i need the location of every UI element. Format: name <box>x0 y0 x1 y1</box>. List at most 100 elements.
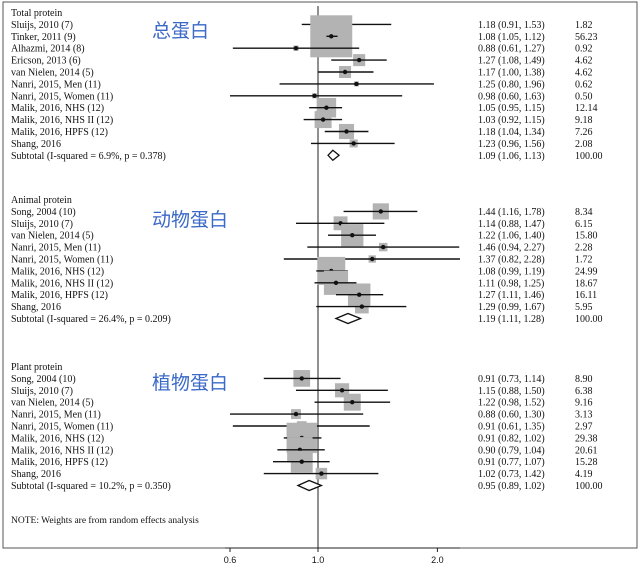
point-estimate <box>344 129 349 134</box>
study-label: Malik, 2016, NHS II (12) <box>11 278 113 289</box>
weight-value: 15.80 <box>575 231 598 242</box>
weight-value: 4.62 <box>575 68 593 79</box>
weight-value: 18.67 <box>575 278 598 289</box>
weight-value: 1.82 <box>575 20 593 31</box>
study-label: Malik, 2016, NHS II (12) <box>11 445 113 456</box>
weight-value: 20.61 <box>575 445 598 456</box>
study-label: Alhazmi, 2014 (8) <box>11 44 85 55</box>
point-estimate <box>378 209 384 214</box>
weight-value: 3.13 <box>575 410 593 421</box>
point-estimate <box>380 244 386 250</box>
subtotal-ci-value: 1.09 (1.06, 1.13) <box>478 151 545 162</box>
weight-value: 2.28 <box>575 243 593 254</box>
ci-value: 1.03 (0.92, 1.15) <box>478 115 545 126</box>
ci-value: 1.18 (1.04, 1.34) <box>478 127 545 138</box>
study-label: Sluijs, 2010 (7) <box>11 219 73 230</box>
study-label: Tinker, 2011 (9) <box>11 32 76 43</box>
subtotal-label: Subtotal (I-squared = 10.2%, p = 0.350) <box>11 481 171 492</box>
ci-value: 1.37 (0.82, 2.28) <box>478 255 545 266</box>
ci-value: 1.27 (1.11, 1.46) <box>478 290 544 301</box>
subtotal-ci-value: 1.19 (1.11, 1.28) <box>478 314 544 325</box>
ci-value: 1.18 (0.91, 1.53) <box>478 20 545 31</box>
ci-value: 1.17 (1.00, 1.38) <box>478 68 545 79</box>
study-label: Sluijs, 2010 (7) <box>11 386 73 397</box>
group-heading: Plant protein <box>11 362 62 373</box>
study-label: Malik, 2016, NHS (12) <box>11 266 104 277</box>
study-label: Sluijs, 2010 (7) <box>11 20 73 31</box>
point-estimate <box>370 256 375 262</box>
study-label: Malik, 2016, HPFS (12) <box>11 290 108 301</box>
study-label: Shang, 2016 <box>11 302 61 313</box>
study-label: Nanri, 2015, Women (11) <box>11 255 113 266</box>
weight-value: 6.38 <box>575 386 593 397</box>
study-label: van Nielen, 2014 (5) <box>11 68 94 79</box>
weight-value: 16.11 <box>575 290 597 301</box>
weight-value: 24.99 <box>575 266 598 277</box>
weight-value: 4.62 <box>575 56 593 67</box>
weight-value: 56.23 <box>575 32 598 43</box>
ci-value: 0.98 (0.60, 1.63) <box>478 91 545 102</box>
point-estimate <box>293 411 299 417</box>
study-label: Malik, 2016, NHS (12) <box>11 103 104 114</box>
ci-value: 1.02 (0.73, 1.42) <box>478 469 545 480</box>
weight-value: 15.28 <box>575 457 598 468</box>
study-label: Nanri, 2015, Women (11) <box>11 422 113 433</box>
ci-value: 1.14 (0.88, 1.47) <box>478 219 545 230</box>
weight-value: 0.62 <box>575 79 593 90</box>
ci-value: 1.23 (0.96, 1.56) <box>478 139 545 150</box>
point-estimate <box>324 105 329 110</box>
weight-value: 29.38 <box>575 433 598 444</box>
ci-value: 1.46 (0.94, 2.27) <box>478 243 545 254</box>
point-estimate <box>350 233 355 238</box>
study-label: Nanri, 2015, Men (11) <box>11 79 101 90</box>
weights-note: NOTE: Weights are from random effects an… <box>11 515 199 526</box>
weight-value: 9.18 <box>575 115 593 126</box>
subtotal-weight-value: 100.00 <box>575 481 603 492</box>
subtotal-label: Subtotal (I-squared = 6.9%, p = 0.378) <box>11 151 166 162</box>
ci-value: 1.08 (0.99, 1.19) <box>478 266 545 277</box>
ci-value: 1.29 (0.99, 1.67) <box>478 302 545 313</box>
subtotal-weight-value: 100.00 <box>575 151 603 162</box>
subtotal-diamond <box>334 312 363 325</box>
x-tick-label: 2.0 <box>431 555 444 565</box>
point-estimate <box>293 46 299 51</box>
group-heading: Animal protein <box>11 195 72 206</box>
study-label: Malik, 2016, HPFS (12) <box>11 127 108 138</box>
subtotal-ci-value: 0.95 (0.89, 1.02) <box>478 481 545 492</box>
study-label: Song, 2004 (10) <box>11 207 76 218</box>
ci-value: 1.44 (1.16, 1.78) <box>478 207 545 218</box>
weight-value: 4.19 <box>575 469 593 480</box>
point-estimate <box>356 292 362 297</box>
point-estimate <box>339 388 345 393</box>
ci-value: 1.11 (0.98, 1.25) <box>478 278 544 289</box>
study-label: Malik, 2016, HPFS (12) <box>11 457 108 468</box>
subtotal-diamond <box>296 479 324 492</box>
group-annotation: 总蛋白 <box>152 20 209 42</box>
weight-value: 1.72 <box>575 255 593 266</box>
point-estimate <box>299 459 304 464</box>
subtotal-diamond <box>327 149 341 162</box>
weight-value: 7.26 <box>575 127 593 138</box>
ci-value: 0.90 (0.79, 1.04) <box>478 445 545 456</box>
ci-value: 0.91 (0.73, 1.14) <box>478 374 545 385</box>
study-label: Song, 2004 (10) <box>11 374 76 385</box>
study-label: van Nielen, 2014 (5) <box>11 231 94 242</box>
study-label: Shang, 2016 <box>11 139 61 150</box>
study-label: Ericson, 2013 (6) <box>11 56 81 67</box>
weight-value: 5.95 <box>575 302 593 313</box>
x-tick-label: 1.0 <box>312 555 325 565</box>
marks-layer: Total protein 总蛋白 Sluijs, 2010 (7) 1.18 (0.… <box>11 8 603 565</box>
weight-value: 2.08 <box>575 139 593 150</box>
point-estimate <box>359 304 365 309</box>
weight-value: 6.15 <box>575 219 593 230</box>
ci-value: 0.91 (0.61, 1.35) <box>478 422 545 433</box>
group-annotation: 动物蛋白 <box>152 209 228 231</box>
ci-value: 1.05 (0.95, 1.15) <box>478 103 545 114</box>
subtotal-weight-value: 100.00 <box>575 314 603 325</box>
weight-value: 8.90 <box>575 374 593 385</box>
study-label: Nanri, 2015, Women (11) <box>11 91 113 102</box>
ci-value: 1.22 (0.98, 1.52) <box>478 398 545 409</box>
study-label: van Nielen, 2014 (5) <box>11 398 94 409</box>
ci-value: 0.91 (0.82, 1.02) <box>478 433 545 444</box>
weight-value: 12.14 <box>575 103 598 114</box>
